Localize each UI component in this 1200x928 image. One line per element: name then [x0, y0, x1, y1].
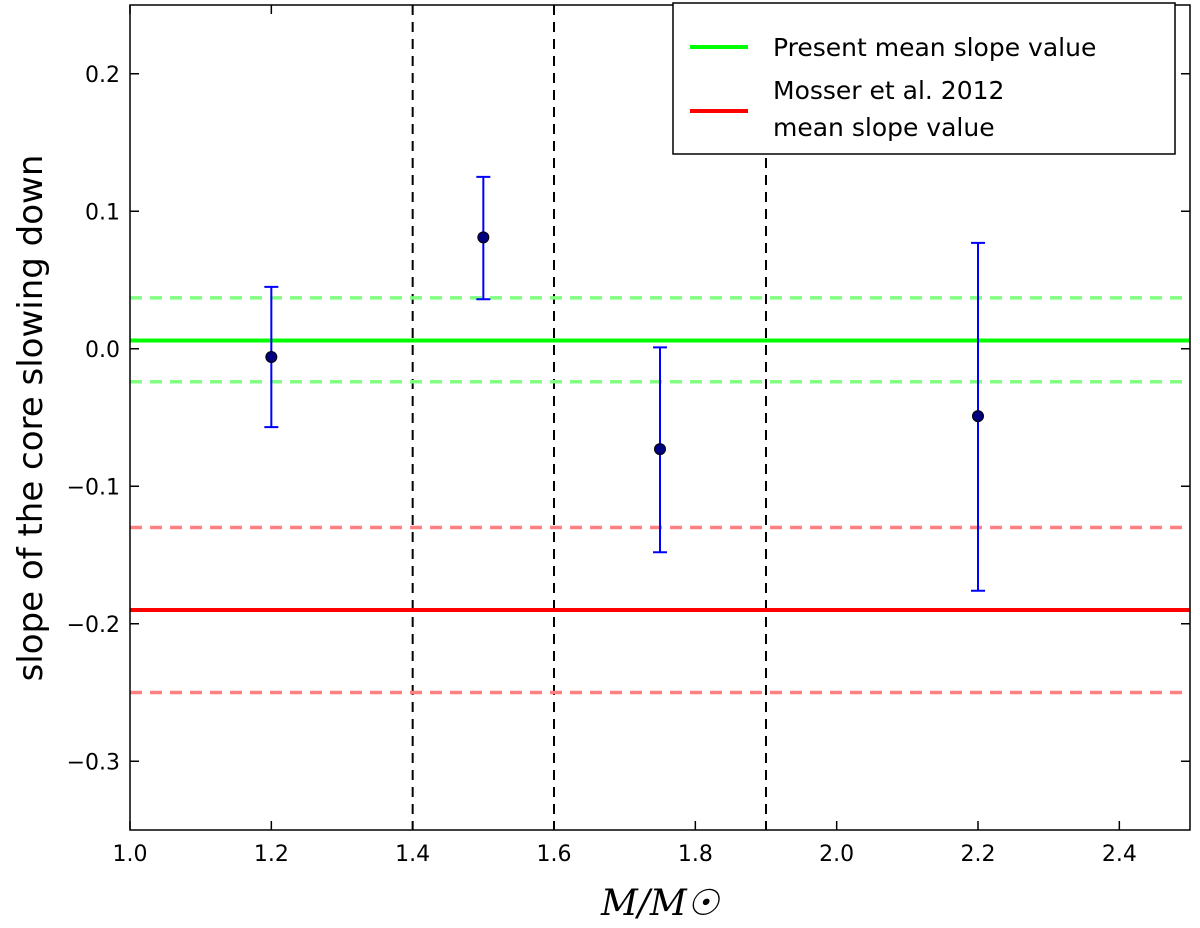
data-point — [265, 351, 278, 363]
x-axis-label: M/M☉ — [600, 883, 721, 924]
data-point — [972, 410, 984, 423]
x-tick-label: 1.6 — [537, 842, 572, 867]
legend-label-mosser-line1: Mosser et al. 2012 — [773, 76, 1004, 105]
legend: Present mean slope value Mosser et al. 2… — [672, 2, 1176, 155]
plot-frame — [129, 4, 1191, 831]
legend-label-mosser-line2: mean slope value — [773, 113, 995, 142]
legend-box — [672, 2, 1176, 155]
data-point — [477, 231, 490, 244]
x-tick-label: 2.2 — [961, 842, 996, 867]
x-tick-label: 2.0 — [819, 842, 854, 867]
y-tick-label: −0.1 — [67, 475, 120, 500]
y-axis-label: slope of the core slowing down — [11, 155, 51, 682]
y-tick-label: −0.3 — [67, 750, 120, 775]
legend-label-present: Present mean slope value — [773, 33, 1096, 62]
data-point — [654, 443, 666, 456]
x-tick-label: 1.8 — [678, 842, 713, 867]
x-tick-label: 2.4 — [1102, 842, 1137, 867]
y-tick-label: 0.1 — [85, 200, 120, 225]
y-tick-label: 0.0 — [85, 338, 120, 363]
x-tick-label: 1.4 — [395, 842, 430, 867]
x-tick-label: 1.2 — [254, 842, 289, 867]
y-tick-label: −0.2 — [67, 613, 120, 638]
y-tick-label: 0.2 — [85, 63, 120, 88]
x-tick-label: 1.0 — [113, 842, 148, 867]
